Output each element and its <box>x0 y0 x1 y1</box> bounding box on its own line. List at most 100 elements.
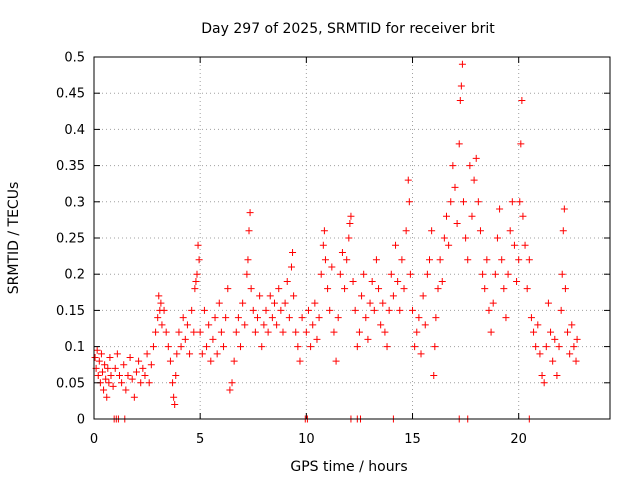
data-point <box>264 328 272 336</box>
data-point <box>124 372 132 380</box>
chart-title: Day 297 of 2025, SRMTID for receiver bri… <box>201 21 495 37</box>
data-point <box>224 285 232 293</box>
data-point <box>398 256 406 264</box>
data-point <box>220 343 228 351</box>
x-axis: 0 5 10 15 20 <box>90 57 527 447</box>
data-point <box>298 314 306 322</box>
data-point <box>304 306 312 314</box>
data-point <box>536 350 544 358</box>
data-point <box>351 306 359 314</box>
data-point <box>177 343 185 351</box>
data-point <box>237 343 245 351</box>
data-point <box>485 306 493 314</box>
data-point <box>262 306 270 314</box>
data-point <box>160 306 168 314</box>
data-point <box>345 234 353 242</box>
data-point <box>426 256 434 264</box>
data-point <box>120 361 128 369</box>
data-point <box>330 328 338 336</box>
data-point <box>368 277 376 285</box>
data-point <box>544 299 552 307</box>
data-point <box>366 299 374 307</box>
data-point <box>93 346 101 354</box>
data-point <box>239 299 247 307</box>
data-point <box>234 314 242 322</box>
data-point <box>464 256 472 264</box>
data-point <box>400 285 408 293</box>
data-point <box>504 270 512 278</box>
data-point <box>353 343 361 351</box>
data-point <box>106 353 114 361</box>
data-point <box>157 299 165 307</box>
data-point <box>468 212 476 220</box>
data-point <box>145 379 153 387</box>
data-point <box>244 256 252 264</box>
data-point <box>141 372 149 380</box>
data-point <box>540 379 548 387</box>
data-point <box>347 212 355 220</box>
data-point <box>192 277 200 285</box>
data-point <box>456 96 464 104</box>
data-point <box>152 328 160 336</box>
data-point <box>372 256 380 264</box>
data-point <box>438 277 446 285</box>
data-point <box>228 379 236 387</box>
data-point <box>396 306 404 314</box>
data-point <box>135 357 143 365</box>
data-point <box>523 285 531 293</box>
data-point <box>402 227 410 235</box>
data-point <box>170 393 178 401</box>
data-point <box>270 299 278 307</box>
data-point <box>169 379 177 387</box>
data-point <box>147 361 155 369</box>
data-point <box>508 198 516 206</box>
data-point <box>436 256 444 264</box>
data-point <box>104 364 112 372</box>
data-point <box>113 350 121 358</box>
data-point <box>487 328 495 336</box>
data-point <box>200 306 208 314</box>
data-point <box>506 227 514 235</box>
data-point <box>515 256 523 264</box>
data-point <box>510 241 518 249</box>
data-point <box>186 350 194 358</box>
data-point <box>215 299 223 307</box>
data-point <box>107 372 115 380</box>
data-point <box>281 299 289 307</box>
data-point <box>275 285 283 293</box>
data-point <box>343 256 351 264</box>
data-point <box>383 343 391 351</box>
data-point <box>193 270 201 278</box>
data-point <box>149 343 157 351</box>
data-point <box>481 285 489 293</box>
data-point <box>109 382 117 390</box>
data-point <box>115 372 123 380</box>
data-point <box>491 270 499 278</box>
data-point <box>279 328 287 336</box>
data-point <box>405 198 413 206</box>
data-point <box>406 270 414 278</box>
data-point <box>183 321 191 329</box>
data-point <box>449 162 457 170</box>
data-point <box>302 328 310 336</box>
y-tick-label: 0.05 <box>56 376 85 391</box>
data-point <box>525 256 533 264</box>
data-point <box>97 350 105 358</box>
x-tick-label: 10 <box>298 432 315 447</box>
data-point <box>377 321 385 329</box>
data-point <box>294 343 302 351</box>
data-point <box>434 285 442 293</box>
data-point <box>334 314 342 322</box>
data-point <box>442 212 450 220</box>
data-point <box>566 350 574 358</box>
data-point <box>534 321 542 329</box>
data-point <box>364 335 372 343</box>
data-point <box>551 335 559 343</box>
data-point <box>519 212 527 220</box>
data-point <box>166 357 174 365</box>
y-tick-label: 0.4 <box>64 123 85 138</box>
data-point <box>557 306 565 314</box>
x-tick-label: 20 <box>510 432 527 447</box>
